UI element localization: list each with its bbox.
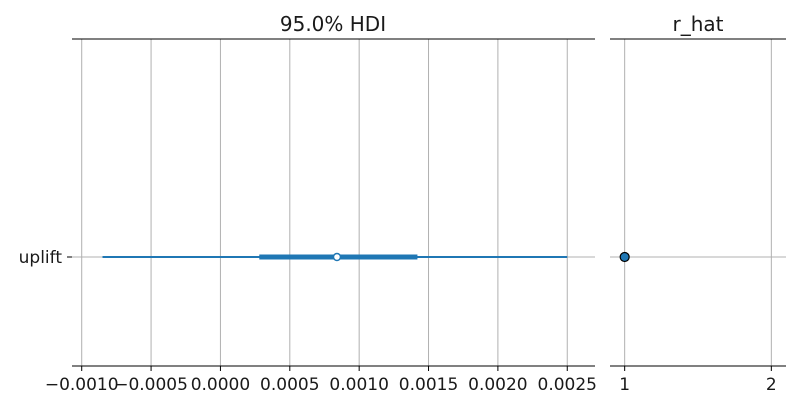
hdi-panel: 95.0% HDI −0.0010−0.0005 0.0000 0.0005 0.00…: [19, 12, 597, 395]
rhat-marks: [619, 251, 630, 263]
rhat-gridlines: [610, 39, 786, 366]
rhat-x-tick-label: 2: [766, 375, 777, 395]
hdi-x-tick-label: 0.0020: [468, 375, 527, 395]
hdi-x-tick-label: 0.0010: [329, 375, 388, 395]
hdi-x-tick-label: −0.0010: [45, 375, 119, 395]
hdi-panel-title: 95.0% HDI: [280, 12, 386, 36]
hdi-y-axis: uplift: [19, 248, 72, 268]
rhat-value-marker: [619, 251, 630, 263]
rhat-x-tick-label: 1: [619, 375, 630, 395]
hdi-x-tick-label: 0.0025: [538, 375, 597, 395]
hdi-y-tick-label: uplift: [19, 248, 63, 268]
hdi-x-axis: −0.0010−0.0005 0.0000 0.0005 0.0010 0.0015 0.…: [45, 366, 597, 395]
hdi-x-tick-label: 0.0005: [260, 375, 319, 395]
hdi-x-tick-label: 0.0000: [191, 375, 250, 395]
hdi-x-tick-label: −0.0005: [114, 375, 188, 395]
hdi-marks: [102, 252, 568, 262]
hdi-x-tick-label: 0.0015: [399, 375, 458, 395]
rhat-panel-title: r_hat: [673, 12, 724, 36]
point-estimate-marker: [332, 252, 342, 262]
